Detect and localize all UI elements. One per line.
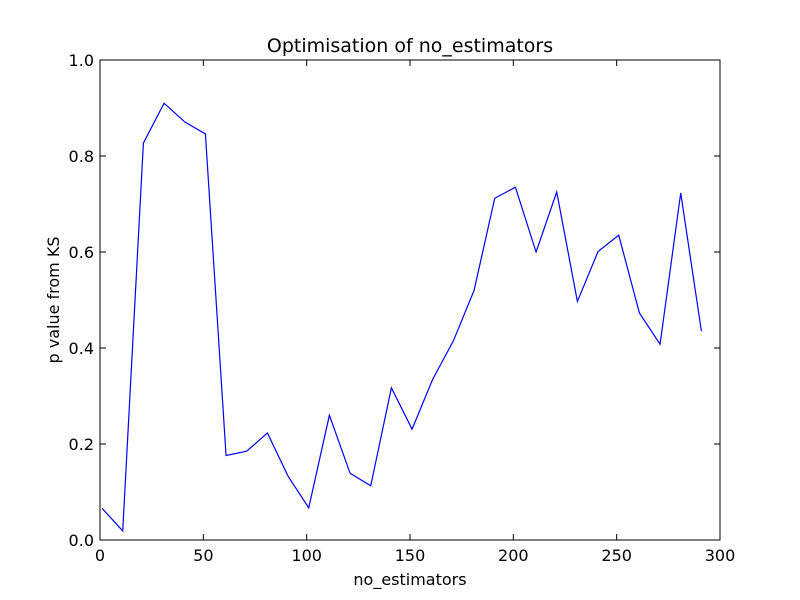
plot-frame (99, 59, 721, 541)
x-axis-title: no_estimators (353, 570, 466, 590)
x-tick-label: 250 (601, 546, 632, 565)
x-tick-label: 50 (193, 546, 213, 565)
x-tick-label: 200 (498, 546, 529, 565)
y-tick-label: 1.0 (69, 51, 94, 70)
y-tick-label: 0.0 (69, 531, 94, 550)
chart-title: Optimisation of no_estimators (267, 35, 553, 57)
y-tick-label: 0.6 (69, 243, 94, 262)
y-tick-label: 0.8 (69, 147, 94, 166)
x-tick-label: 150 (395, 546, 426, 565)
y-tick-label: 0.2 (69, 435, 94, 454)
x-tick-label: 100 (291, 546, 322, 565)
y-tick-label: 0.4 (69, 339, 94, 358)
y-axis-title: p value from KS (44, 237, 63, 364)
x-tick-label: 0 (95, 546, 105, 565)
series-layer (101, 102, 702, 533)
plot-area (100, 60, 720, 540)
x-tick-label: 300 (705, 546, 736, 565)
series-line (101, 102, 702, 533)
